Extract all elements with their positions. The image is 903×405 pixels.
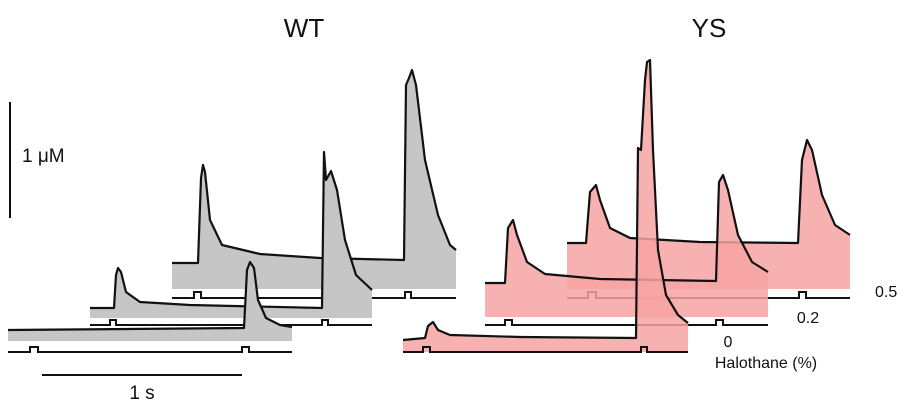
wt-fill-0.2 (90, 152, 372, 318)
ys-traces (402, 58, 851, 353)
ys-trace-0 (402, 58, 689, 342)
concentration-scale-label: 1 μM (22, 146, 65, 167)
ys-fill-0.5 (567, 140, 850, 289)
ys-trace-halothane-0.2 (485, 173, 769, 326)
halothane-level-0.2: 0.2 (797, 310, 819, 327)
ys-stim-0.2 (485, 319, 768, 326)
halothane-level-0: 0 (724, 334, 733, 351)
ys-trace-halothane-0.5 (567, 138, 851, 299)
panel-title-wt: WT (284, 13, 325, 43)
wt-fill-0 (8, 262, 292, 341)
ys-trace-0.5 (567, 138, 851, 245)
wt-traces (7, 68, 457, 353)
ys-trace-0.2 (485, 173, 769, 285)
ys-fill-0 (403, 60, 688, 352)
panel-title-ys: YS (692, 13, 727, 43)
wt-stim-0 (8, 346, 292, 353)
halothane-axis-label: Halothane (%) (715, 355, 817, 372)
wt-trace-halothane-0.5 (172, 68, 457, 299)
wt-stim-0.5 (172, 291, 456, 299)
wt-stim-0.2 (90, 319, 372, 326)
wt-fill-0.5 (172, 70, 456, 289)
wt-trace-halothane-0 (7, 260, 293, 353)
ys-stim-0 (403, 346, 688, 353)
wt-trace-halothane-0.2 (90, 150, 373, 326)
halothane-level-0.5: 0.5 (875, 284, 897, 301)
time-scale-label: 1 s (129, 383, 154, 404)
wt-trace-0.5 (172, 68, 457, 265)
ys-trace-halothane-0 (402, 58, 689, 353)
wt-trace-0 (7, 260, 293, 332)
